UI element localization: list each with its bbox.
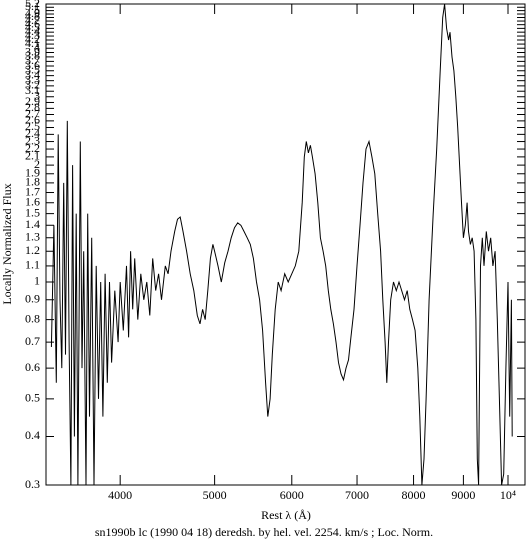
x-tick-label: 6000 (280, 488, 304, 502)
y-tick-label: 2 (34, 157, 40, 171)
y-tick-label: 4.6 (25, 16, 40, 30)
x-tick-label: 8000 (402, 488, 426, 502)
y-tick-label: 4.2 (25, 32, 40, 46)
y-tick-label: 2.1 (25, 149, 40, 163)
y-tick-label: 2.9 (25, 94, 40, 108)
y-tick-label: 0.8 (25, 311, 40, 325)
y-tick-label: 4.3 (25, 28, 40, 42)
y-tick-label: 3.5 (25, 63, 40, 77)
y-tick-label: 4.1 (25, 36, 40, 50)
y-tick-label: 1 (34, 274, 40, 288)
y-tick-label: 3.6 (25, 58, 40, 72)
y-tick-label: 4.9 (25, 6, 40, 20)
y-tick-label: 4 (34, 40, 40, 54)
y-tick-label: 2.7 (25, 106, 40, 120)
y-tick-label: 1.4 (25, 217, 40, 231)
y-tick-label: 3.3 (25, 72, 40, 86)
y-tick-label: 2.3 (25, 133, 40, 147)
y-tick-label: 3.4 (25, 67, 40, 81)
y-tick-label: 0.5 (25, 391, 40, 405)
y-tick-label: 4.5 (25, 20, 40, 34)
y-tick-label: 2.5 (25, 119, 40, 133)
y-tick-label: 3.2 (25, 78, 40, 92)
y-tick-label: 2.8 (25, 100, 40, 114)
x-axis-label: Rest λ (Å) (261, 508, 311, 522)
y-tick-label: 1.1 (25, 258, 40, 272)
x-tick-label: 7000 (345, 488, 369, 502)
y-tick-label: 1.6 (25, 194, 40, 208)
y-tick-label: 4.8 (25, 9, 40, 23)
y-axis-label: Locally Normalized Flux (0, 183, 14, 304)
plot-frame (45, 3, 526, 486)
x-tick-label: 9000 (451, 488, 475, 502)
y-tick-label: 2.6 (25, 113, 40, 127)
y-tick-label: 1.3 (25, 230, 40, 244)
y-tick-label: 1.9 (25, 166, 40, 180)
y-tick-label: 0.4 (25, 428, 40, 442)
x-tick-label: 4000 (108, 488, 132, 502)
y-tick-label: 1.8 (25, 175, 40, 189)
y-tick-label: 4.4 (25, 24, 40, 38)
y-tick-label: 4.7 (25, 13, 40, 27)
chart-title: sn1990b lc (1990 04 18) deredsh. by hel.… (95, 525, 433, 539)
y-tick-label: 1.2 (25, 243, 40, 257)
y-tick-label: 3.1 (25, 83, 40, 97)
y-tick-label: 3.8 (25, 49, 40, 63)
y-tick-label: 0.7 (25, 334, 40, 348)
x-tick-label: 10⁴ (500, 488, 516, 502)
y-tick-label: 5.2 (25, 0, 40, 10)
y-tick-label: 2.4 (25, 126, 40, 140)
spectrum-line (50, 4, 513, 485)
y-tick-label: 0.6 (25, 360, 40, 374)
y-tick-label: 5 (34, 2, 40, 16)
y-tick-label: 1.7 (25, 184, 40, 198)
y-tick-label: 1.5 (25, 205, 40, 219)
y-tick-label: 0.9 (25, 292, 40, 306)
y-tick-label: 3 (34, 88, 40, 102)
y-tick-label: 0.3 (25, 477, 40, 491)
y-tick-label: 3.7 (25, 53, 40, 67)
y-tick-label: 2.2 (25, 141, 40, 155)
y-tick-label: 5.1 (25, 0, 40, 13)
x-tick-label: 5000 (203, 488, 227, 502)
y-tick-label: 3.9 (25, 44, 40, 58)
